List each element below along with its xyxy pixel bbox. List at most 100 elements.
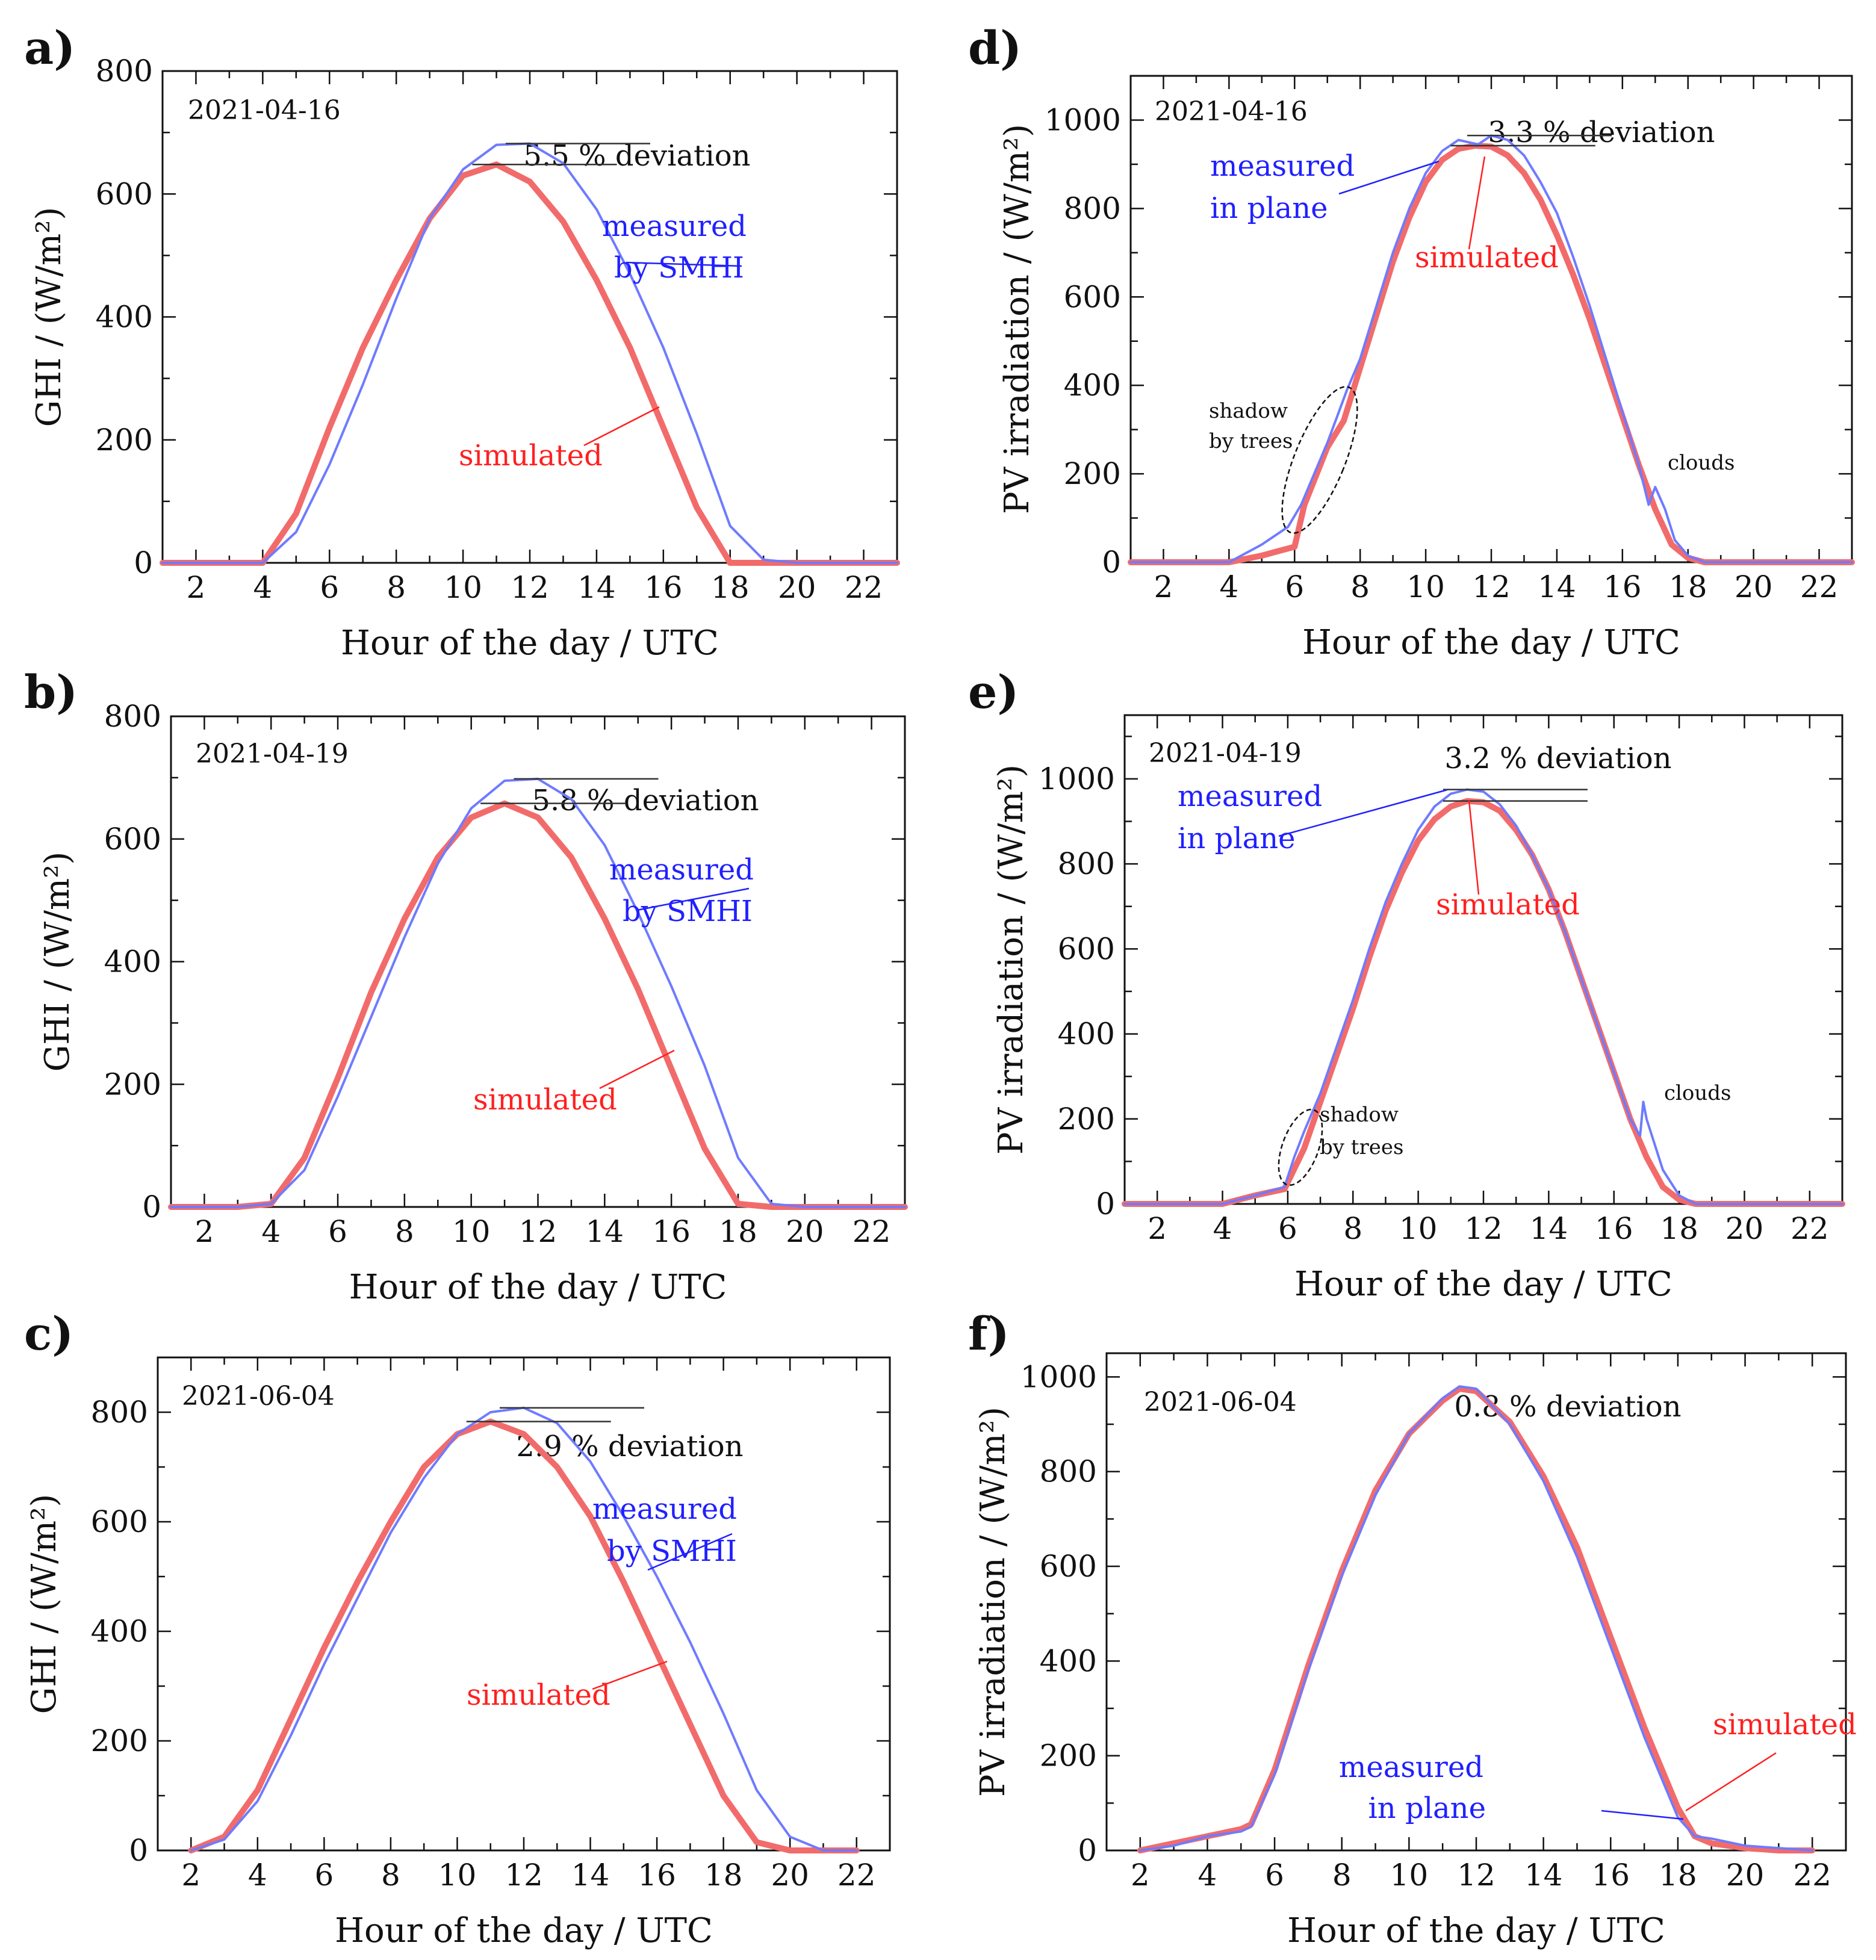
- x-tick-label: 2: [195, 1214, 214, 1249]
- y-tick-label: 600: [96, 176, 153, 211]
- y-tick-label: 800: [1064, 191, 1121, 226]
- shadow-ellipse: [1281, 386, 1358, 534]
- x-axis-title: Hour of the day / UTC: [1287, 1911, 1665, 1950]
- shadow-label-line2: by trees: [1320, 1135, 1403, 1159]
- clouds-label: clouds: [1668, 451, 1735, 475]
- x-tick-label: 20: [1726, 1858, 1765, 1893]
- measured-leader-line: [1601, 1810, 1684, 1820]
- x-tick-label: 22: [845, 570, 883, 605]
- x-tick-label: 16: [1591, 1858, 1630, 1893]
- x-tick-label: 6: [328, 1214, 347, 1249]
- panel-label: f): [968, 1307, 1010, 1360]
- x-tick-label: 22: [1800, 569, 1839, 604]
- x-tick-label: 18: [1660, 1211, 1698, 1246]
- x-tick-label: 8: [1350, 569, 1370, 604]
- y-tick-label: 800: [91, 1395, 148, 1430]
- deviation-label: 5.8 % deviation: [532, 784, 759, 817]
- x-tick-label: 16: [652, 1214, 691, 1249]
- x-tick-label: 2: [1131, 1858, 1150, 1893]
- x-tick-label: 16: [638, 1858, 676, 1893]
- x-tick-label: 10: [438, 1858, 477, 1893]
- x-tick-label: 10: [444, 570, 482, 605]
- deviation-label: 3.3 % deviation: [1488, 116, 1715, 149]
- measured-label-line2: in plane: [1368, 1791, 1486, 1825]
- deviation-label: 5.5 % deviation: [523, 139, 750, 173]
- y-tick-label: 800: [1058, 846, 1115, 881]
- deviation-label: 2.9 % deviation: [516, 1430, 743, 1463]
- y-tick-label: 800: [96, 54, 153, 88]
- x-tick-label: 18: [1669, 569, 1707, 604]
- measured-label-line2: in plane: [1210, 191, 1328, 225]
- y-tick-label: 1000: [1020, 1359, 1097, 1394]
- simulated-leader-line: [583, 406, 660, 447]
- x-tick-label: 16: [1603, 569, 1642, 604]
- x-tick-label: 4: [253, 570, 272, 605]
- measured-series-line: [161, 142, 898, 564]
- x-tick-label: 22: [1793, 1858, 1831, 1893]
- x-tick-label: 6: [320, 570, 339, 605]
- x-tick-label: 16: [1595, 1211, 1633, 1246]
- x-tick-label: 22: [1791, 1211, 1829, 1246]
- measured-leader-line: [626, 261, 742, 267]
- y-tick-label: 0: [134, 545, 153, 580]
- measured-series-line: [1129, 134, 1853, 563]
- x-tick-label: 12: [511, 570, 549, 605]
- x-tick-label: 6: [1278, 1211, 1297, 1246]
- simulated-label: simulated: [473, 1083, 617, 1117]
- x-tick-label: 8: [1332, 1858, 1352, 1893]
- y-tick-label: 400: [91, 1614, 148, 1649]
- x-tick-label: 20: [771, 1858, 809, 1893]
- x-tick-label: 14: [586, 1214, 624, 1249]
- x-tick-label: 8: [381, 1858, 400, 1893]
- x-tick-label: 4: [248, 1858, 267, 1893]
- y-axis-title: PV irradiation / (W/m²): [974, 1407, 1013, 1797]
- simulated-label: simulated: [1415, 241, 1559, 274]
- x-tick-label: 8: [1343, 1211, 1362, 1246]
- measured-label: measured: [1339, 1751, 1483, 1784]
- y-axis-title: PV irradiation / (W/m²): [998, 124, 1037, 514]
- x-tick-label: 20: [778, 570, 816, 605]
- x-tick-label: 6: [1265, 1858, 1284, 1893]
- measured-label: measured: [609, 853, 754, 887]
- x-axis-title: Hour of the day / UTC: [1302, 623, 1680, 662]
- x-tick-label: 18: [711, 570, 750, 605]
- date-label: 2021-04-16: [1155, 96, 1308, 127]
- panel-b: 2 4 6 8 10 12 14 16 18 20 22 0 200 400 600 800 Hour of t…: [24, 665, 908, 1307]
- x-tick-label: 14: [1538, 569, 1576, 604]
- x-tick-label: 8: [387, 570, 406, 605]
- y-tick-label: 800: [104, 699, 161, 734]
- x-axis-title: Hour of the day / UTC: [349, 1268, 727, 1307]
- y-tick-label: 600: [1040, 1549, 1097, 1584]
- measured-leader-line: [647, 1533, 733, 1571]
- simulated-label: simulated: [1713, 1708, 1857, 1741]
- clouds-label: clouds: [1664, 1081, 1732, 1105]
- measured-label: measured: [1178, 780, 1322, 813]
- x-tick-label: 2: [1148, 1211, 1167, 1246]
- x-tick-label: 20: [786, 1214, 824, 1249]
- panel-d: 2 4 6 8 10 12 14 16 18 20 22 0 200 400 600 800 1000 Hour …: [968, 21, 1855, 662]
- y-tick-label: 600: [1064, 279, 1121, 314]
- y-tick-label: 600: [104, 822, 161, 857]
- y-tick-label: 400: [104, 944, 161, 979]
- x-tick-label: 4: [1213, 1211, 1232, 1246]
- y-tick-label: 600: [1058, 931, 1115, 966]
- x-tick-label: 10: [1406, 569, 1445, 604]
- simulated-series-line: [1122, 798, 1845, 1207]
- date-label: 2021-04-19: [196, 739, 349, 769]
- simulated-leader-line: [1468, 156, 1486, 250]
- simulated-leader-line: [1685, 1752, 1777, 1812]
- simulated-leader-line: [592, 1660, 668, 1690]
- x-tick-label: 20: [1725, 1211, 1764, 1246]
- simulated-leader-line: [1468, 800, 1480, 895]
- y-tick-label: 800: [1040, 1454, 1097, 1489]
- panel-label: e): [968, 665, 1019, 719]
- measured-series-line: [1138, 1385, 1814, 1852]
- y-tick-label: 200: [96, 423, 153, 457]
- x-tick-label: 2: [181, 1858, 200, 1893]
- panel-a: 2 4 6 8 10 12 14 16 18 20 22 0 200 400 600 800 Hour of t…: [24, 21, 900, 663]
- y-axis-title: PV irradiation / (W/m²): [992, 764, 1031, 1155]
- x-axis-title: Hour of the day / UTC: [341, 624, 719, 663]
- y-tick-label: 0: [1096, 1186, 1115, 1221]
- simulated-label: simulated: [467, 1678, 610, 1712]
- simulated-series-line: [168, 800, 908, 1210]
